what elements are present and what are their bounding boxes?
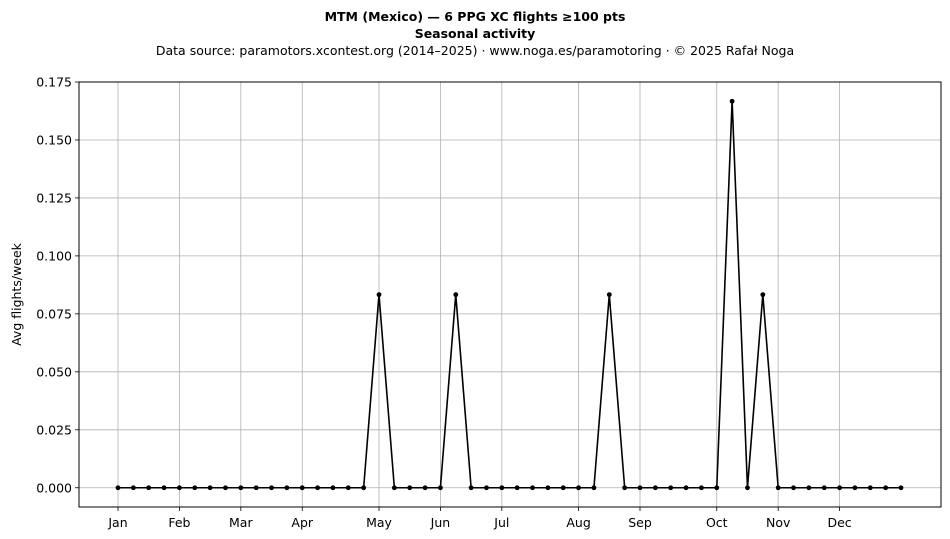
data-point (530, 485, 535, 491)
y-tick-label: 0.075 (36, 306, 72, 321)
y-tick-label: 0.100 (36, 248, 72, 263)
data-point (714, 485, 720, 491)
data-point (238, 485, 244, 491)
data-point (883, 485, 889, 491)
data-point (514, 485, 520, 491)
data-point (791, 485, 796, 491)
data-point (484, 485, 489, 491)
x-tick-label: Apr (291, 515, 313, 530)
x-tick-label: Feb (168, 515, 190, 530)
y-axis-label: Avg flights/week (9, 242, 24, 346)
data-point (284, 485, 290, 491)
data-point (223, 485, 228, 491)
x-tick-label: Dec (827, 515, 851, 530)
data-point (637, 485, 643, 491)
data-point (330, 485, 336, 491)
chart-title: MTM (Mexico) — 6 PPG XC flights ≥100 pts (324, 9, 626, 24)
data-point (806, 485, 812, 491)
data-point (760, 292, 766, 298)
data-point (591, 485, 597, 491)
data-point (622, 485, 628, 491)
data-point (668, 485, 674, 491)
data-point (422, 485, 428, 491)
data-point (898, 485, 904, 491)
data-point (652, 485, 658, 491)
x-axis: Jan Feb Mar Apr May Jun Jul Aug Sep Oct Nov Dec (107, 507, 852, 530)
data-point (269, 485, 274, 491)
data-point (161, 485, 167, 491)
data-point (699, 485, 704, 491)
data-point (299, 485, 305, 491)
y-tick-label: 0.025 (36, 422, 72, 437)
data-point (146, 485, 152, 491)
data-point (821, 485, 827, 491)
x-tick-label: Jan (107, 515, 127, 530)
data-point (391, 485, 397, 491)
x-tick-label: Oct (706, 515, 728, 530)
data-point (499, 485, 505, 491)
data-point (207, 485, 213, 491)
series-points (115, 98, 904, 491)
data-point (361, 485, 367, 491)
y-tick-label: 0.150 (36, 132, 72, 147)
data-point (345, 485, 351, 491)
data-point (130, 485, 136, 491)
data-point (867, 485, 873, 491)
data-point (438, 485, 443, 491)
data-point (729, 98, 735, 104)
plot-frame (78, 81, 942, 508)
data-point (407, 485, 413, 491)
data-point (560, 485, 566, 491)
x-tick-label: Jun (430, 515, 451, 530)
x-tick-label: Jul (493, 515, 509, 530)
chart-subtitle: Seasonal activity (414, 26, 536, 41)
chart-source-note: Data source: paramotors.xcontest.org (20… (155, 43, 795, 58)
x-tick-label: May (366, 515, 392, 530)
data-point (576, 485, 581, 491)
y-tick-label: 0.125 (36, 190, 72, 205)
x-tick-label: Sep (628, 515, 652, 530)
data-point (453, 292, 459, 298)
data-point (683, 485, 689, 491)
x-tick-label: Nov (766, 515, 791, 530)
data-point (852, 485, 858, 491)
data-point (253, 485, 259, 491)
data-point (177, 485, 182, 491)
x-tick-label: Mar (229, 515, 253, 530)
data-point (837, 485, 842, 491)
data-point (606, 292, 612, 298)
data-point (745, 485, 750, 491)
data-point (468, 485, 474, 491)
x-tick-label: Aug (566, 515, 590, 530)
data-point (115, 485, 121, 491)
series-line (118, 101, 901, 489)
grid-layer (79, 81, 941, 507)
data-point (192, 485, 198, 491)
data-point (376, 292, 382, 298)
data-point (775, 485, 781, 491)
data-point (545, 485, 551, 491)
data-point (315, 485, 320, 491)
y-axis: 0.000 0.025 0.050 0.075 0.100 0.125 0.150 0.175 (36, 75, 79, 495)
y-tick-label: 0.175 (36, 75, 72, 90)
y-tick-label: 0.000 (36, 480, 72, 495)
y-tick-label: 0.050 (36, 364, 72, 379)
